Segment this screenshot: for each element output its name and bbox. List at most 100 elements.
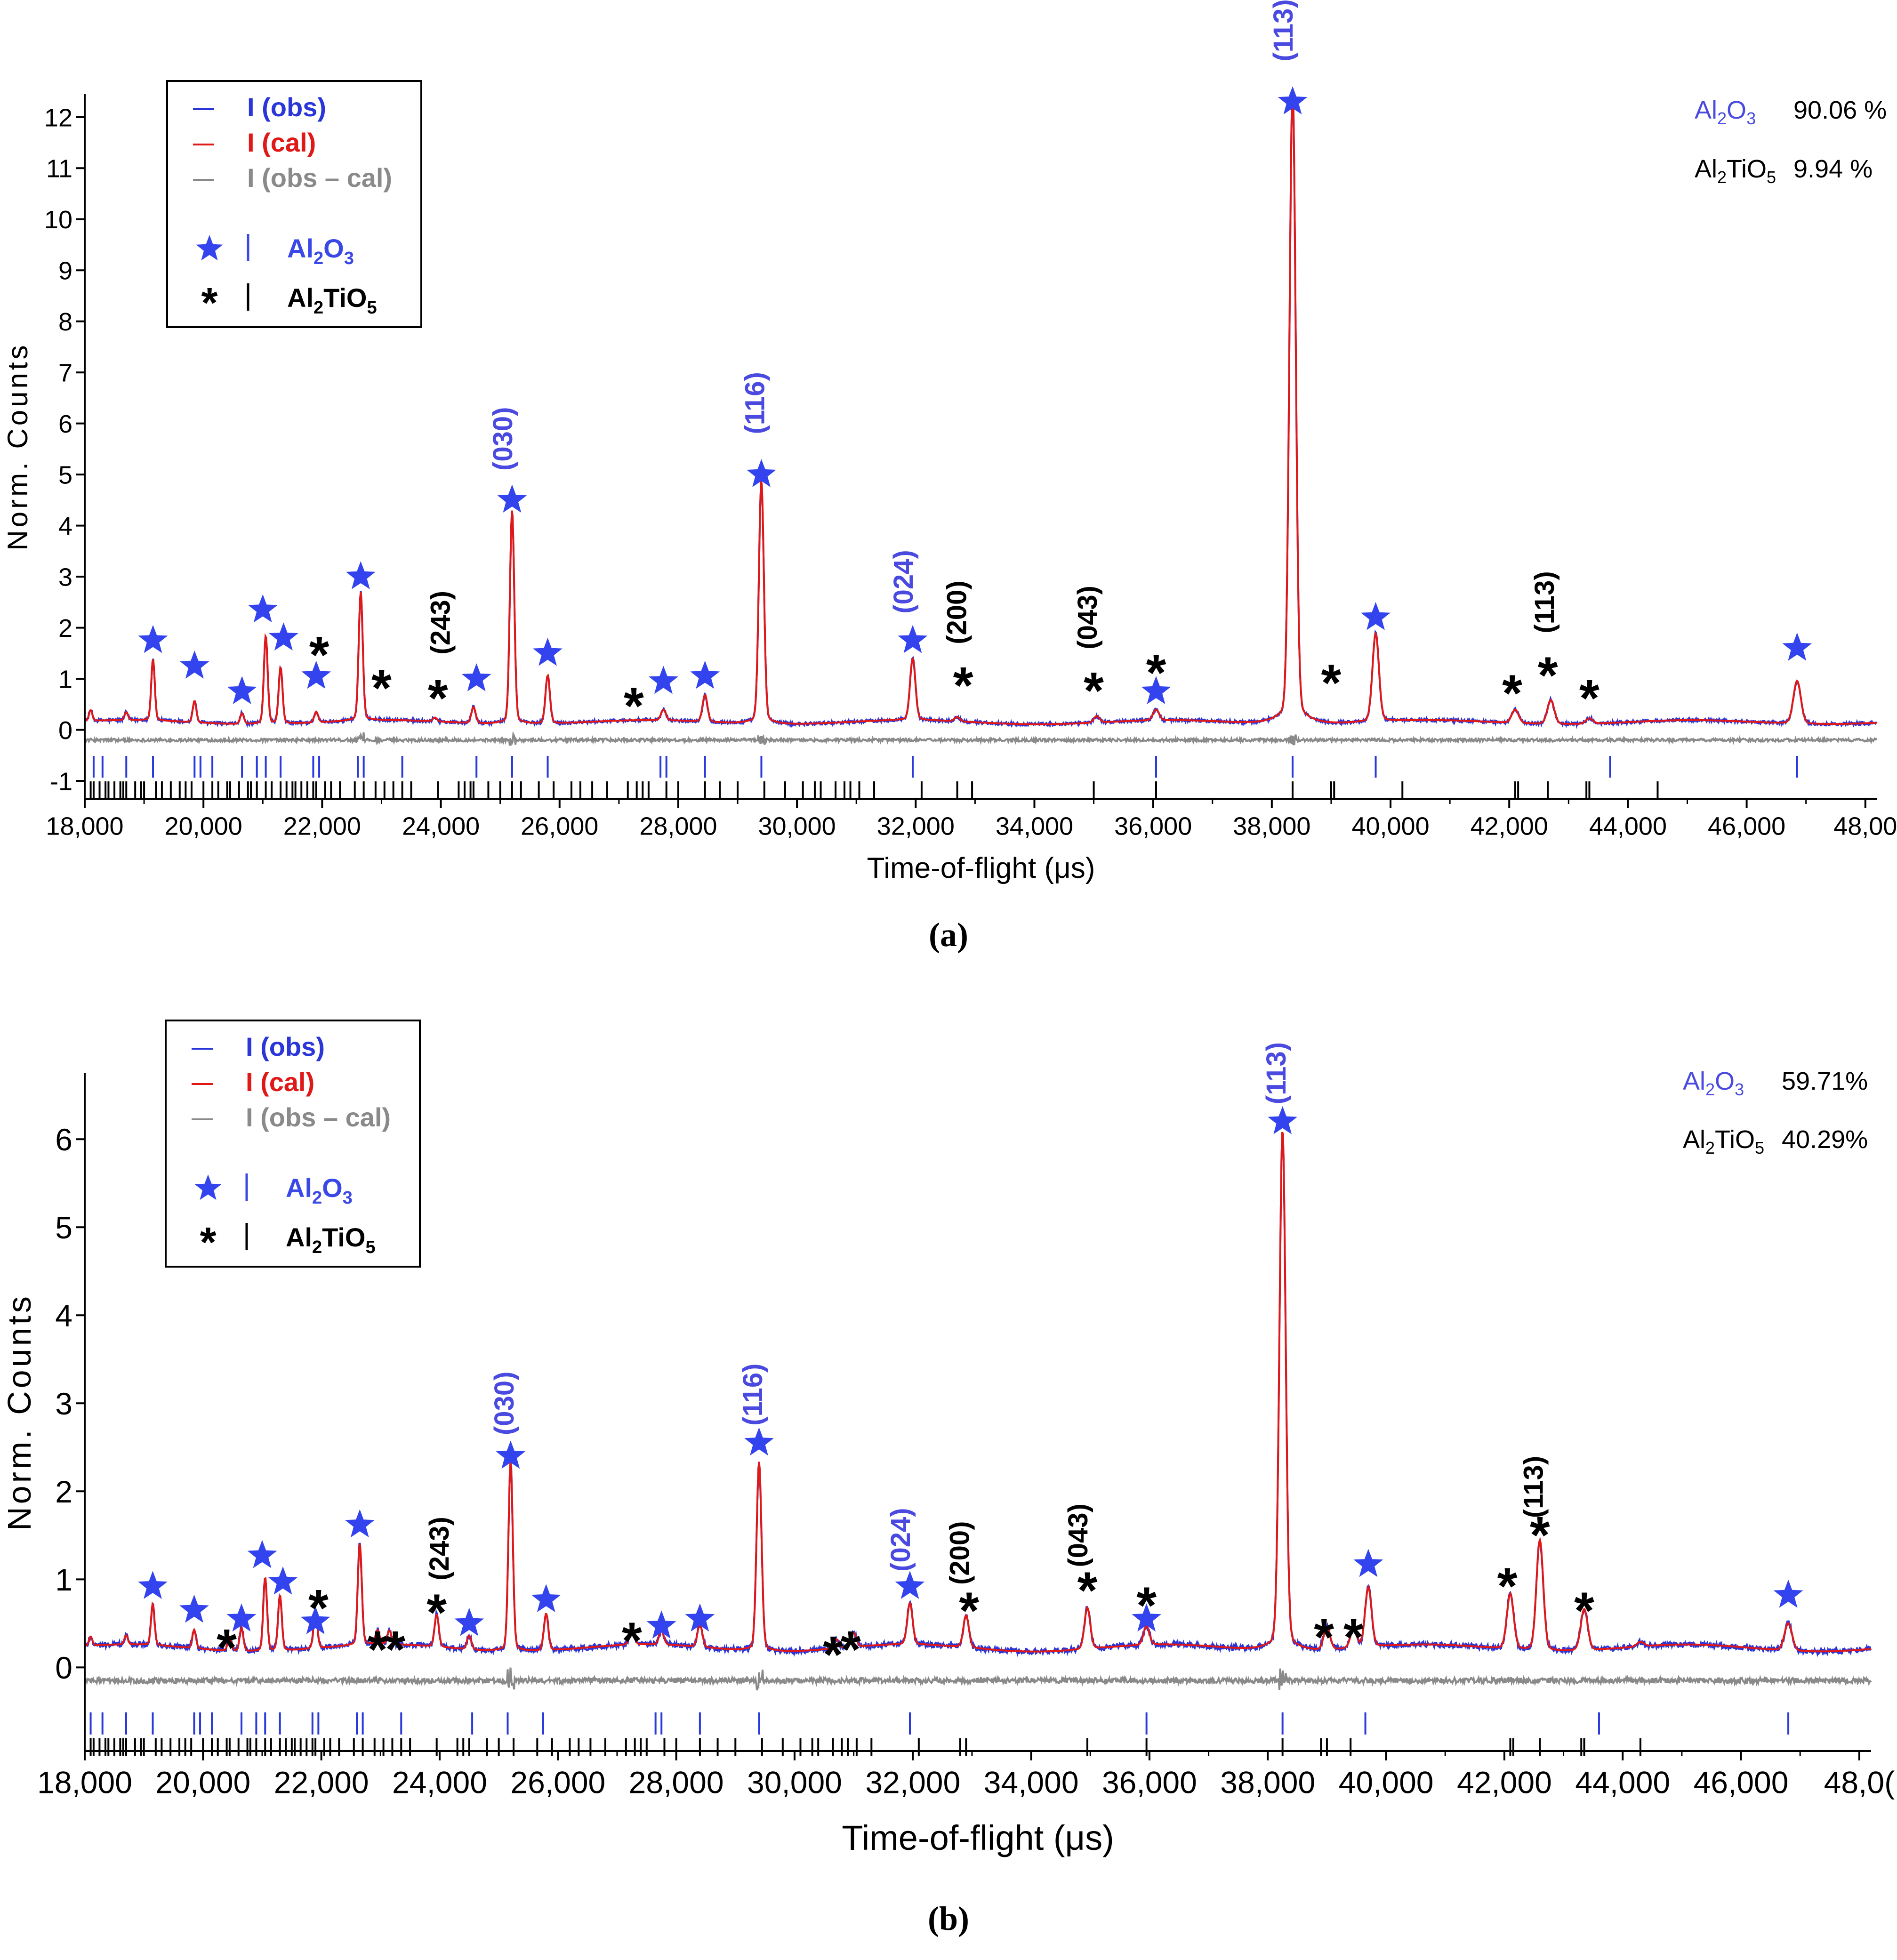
al2tio5-asterisk-marker: * [953,657,973,715]
al2tio5-asterisk-marker: * [1146,644,1166,702]
x-tick-label: 20,000 [165,812,242,841]
al2o3-star-marker [1278,86,1308,114]
phase-fraction-value: 90.06 % [1793,96,1887,124]
y-tick-label: 3 [58,563,72,592]
x-tick-label: 42,000 [1457,1765,1552,1799]
formula-subscript: 5 [1755,1138,1764,1157]
legend-phase-label: Al2O3 [286,1173,353,1208]
hkl-label: (200) [945,1521,975,1585]
al2tio5-asterisk-marker: * [622,1612,642,1670]
al2tio5-asterisk-marker: * [1321,654,1342,712]
formula-subscript: 2 [1705,1138,1715,1157]
y-tick-label: 3 [55,1386,72,1421]
al2tio5-asterisk-marker: * [426,1583,447,1641]
y-tick-label: 2 [58,614,72,643]
al2o3-star-marker [179,1594,209,1623]
al2tio5-asterisk-marker: * [428,669,448,727]
formula-text: Al [1683,1067,1705,1095]
hkl-label: (030) [489,1372,520,1435]
al2tio5-asterisk-marker: * [1343,1608,1364,1666]
al2o3-star-marker [345,1509,375,1538]
formula-subscript: 5 [365,1237,375,1257]
y-tick-label: 1 [58,666,72,694]
al2o3-star-marker [1782,633,1812,661]
al2o3-star-marker [747,459,776,487]
y-tick-label: 8 [58,308,72,336]
x-tick-label: 30,000 [747,1765,842,1799]
x-tick-label: 36,000 [1114,812,1192,841]
al2o3-star-marker [646,1610,676,1639]
x-tick-label: 42,000 [1471,812,1548,841]
x-tick-label: 36,000 [1102,1765,1197,1799]
al2tio5-asterisk-marker: * [368,1621,388,1679]
y-tick-label: 0 [55,1650,72,1685]
x-tick-label: 46,000 [1694,1765,1789,1799]
hkl-label: (113) [1261,1042,1292,1104]
hkl-label: (043) [1063,1503,1093,1567]
al2o3-star-marker [1353,1549,1383,1577]
x-tick-label: 32,000 [865,1765,960,1799]
legend-phase-label: Al2O3 [287,233,354,268]
al2tio5-asterisk-marker: * [371,659,392,717]
al2tio5-asterisk-marker: * [1314,1608,1334,1666]
x-tick-label: 32,000 [877,812,955,841]
legend-phase-label: Al2TiO5 [287,283,377,318]
al2o3-star-marker [497,484,527,513]
formula-subscript: 2 [1717,168,1727,187]
x-axis-title: Time-of-flight (μs) [867,852,1095,884]
hkl-label: (243) [424,1517,455,1580]
formula-subscript: 3 [1735,1080,1744,1099]
x-tick-label: 46,000 [1708,812,1785,841]
al2tio5-asterisk-marker: * [308,1579,329,1637]
formula-subscript: 2 [313,249,323,268]
y-tick-label: 12 [44,104,72,132]
al2o3-star-marker [179,651,209,679]
x-tick-label: 38,000 [1233,812,1310,841]
formula-subscript: 2 [312,1188,322,1208]
y-axis-title: Norm. Counts [1,1293,38,1531]
al2tio5-asterisk-marker: * [309,626,330,684]
x-tick-label: 18,000 [46,812,123,841]
x-tick-label: 28,000 [629,1765,724,1799]
hkl-label: (243) [425,591,456,654]
x-tick-label: 24,000 [392,1765,487,1799]
al2tio5-asterisk-marker: * [1579,669,1600,727]
legend-box [166,80,422,328]
hkl-label: (030) [488,407,518,471]
al2o3-star-marker [898,625,928,653]
hkl-label: (200) [941,580,972,644]
series-cal-line [84,1132,1872,1653]
y-tick-label: 4 [58,512,72,540]
hkl-label: (116) [740,372,771,434]
formula-text: O [1727,96,1746,124]
panel-caption: (a) [929,916,968,954]
series-obs-minus-cal-line [84,731,1878,747]
formula-text: Al [286,1222,312,1252]
legend-label: I (cal) [247,128,316,157]
al2tio5-asterisk-marker: * [823,1626,843,1684]
al2tio5-asterisk-marker: * [1136,1576,1157,1634]
x-tick-label: 26,000 [510,1765,605,1799]
al2o3-star-marker [138,625,168,653]
series-obs-minus-cal-line [84,1667,1872,1691]
hkl-label: (113) [1519,1456,1549,1518]
chart-b-svg: 0 1 2 3 4 5 6 18,000 20,000 22,000 24,000 26,000 28,… [1,1020,1895,1937]
al2tio5-asterisk-marker: * [841,1621,861,1679]
x-tick-label: 34,000 [996,812,1073,841]
al2o3-star-marker [227,676,257,704]
al2o3-star-marker [1361,602,1391,630]
hkl-label: (113) [1268,0,1299,62]
x-tick-label: 20,000 [155,1765,250,1799]
legend-label: I (obs) [247,92,326,122]
al2o3-star-marker [649,666,678,694]
formula-subscript: 2 [1705,1080,1715,1099]
formula-text: Al [287,283,313,313]
formula-text: TiO [1715,1125,1755,1154]
al2tio5-asterisk-marker: * [1502,664,1522,722]
al2tio5-asterisk-marker: * [1538,646,1558,704]
al2o3-star-marker [1141,676,1171,704]
legend: I (obs)I (cal)I (obs – cal)Al2O3* Al2TiO5 [165,1020,421,1268]
al2o3-star-marker [300,1606,330,1634]
y-tick-label: 7 [58,359,72,387]
